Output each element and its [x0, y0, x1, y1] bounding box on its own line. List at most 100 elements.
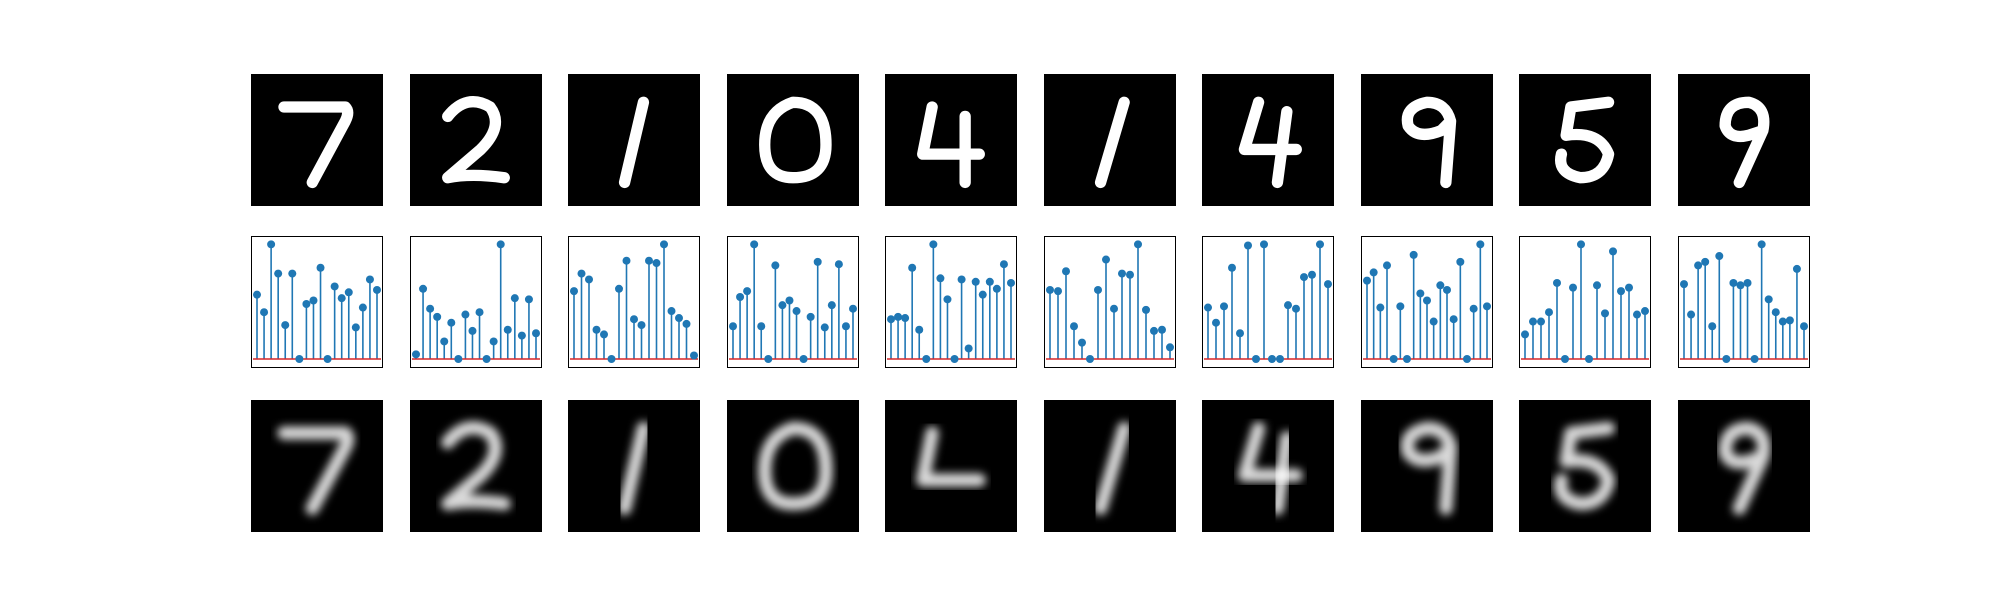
stem-marker — [1383, 261, 1391, 270]
stem-marker — [785, 296, 794, 305]
stem-marker — [1007, 278, 1015, 287]
latent-code-plot-2 — [568, 236, 700, 368]
reconstructed-digit-image-9 — [1678, 400, 1810, 532]
stem-marker — [302, 300, 311, 309]
digit-stroke — [1094, 96, 1130, 189]
stem-marker — [950, 355, 959, 363]
stem-marker — [524, 295, 533, 304]
stem-marker — [1268, 355, 1276, 363]
reconstructed-digit-image-1 — [410, 400, 542, 532]
stem-marker — [1708, 322, 1717, 331]
stem-marker — [929, 240, 938, 249]
stem-marker — [288, 269, 297, 278]
stem-marker — [736, 292, 745, 301]
stem-marker — [351, 323, 360, 332]
stem-marker — [849, 304, 857, 313]
stem-marker — [1158, 325, 1166, 334]
stem-marker — [482, 355, 491, 363]
stem-marker — [295, 355, 304, 363]
stem-marker — [607, 355, 616, 363]
original-digit-image-4 — [885, 74, 1017, 206]
stem-marker — [1396, 302, 1405, 311]
latent-code-plot-9 — [1678, 236, 1810, 368]
digit-stroke — [278, 101, 354, 189]
stem-marker — [426, 304, 435, 313]
stem-marker — [1118, 269, 1126, 278]
stem-marker — [1086, 355, 1094, 363]
latent-code-plot-6 — [1202, 236, 1334, 368]
stem-marker — [682, 319, 691, 328]
stem-marker — [957, 275, 966, 284]
stem-marker — [764, 355, 773, 363]
stem-marker — [901, 314, 910, 323]
stem-marker — [503, 325, 512, 334]
stem-marker — [978, 290, 987, 299]
original-digit-image-1 — [410, 74, 542, 206]
stem-marker — [1376, 303, 1385, 312]
stem-marker — [1757, 240, 1766, 249]
stem-marker — [1577, 240, 1585, 249]
stem-marker — [496, 240, 505, 249]
stem-marker — [433, 312, 442, 321]
stem-marker — [330, 282, 339, 291]
stem-marker — [1212, 318, 1220, 327]
stem-marker — [922, 355, 931, 363]
stem-marker — [675, 314, 683, 323]
stem-marker — [820, 323, 829, 332]
stem-marker — [645, 256, 653, 265]
stem-marker — [1204, 303, 1212, 312]
stem-marker — [1369, 268, 1378, 277]
stem-marker — [1134, 240, 1142, 249]
stem-marker — [1102, 255, 1110, 264]
stem-marker — [630, 315, 638, 324]
stem-marker — [447, 318, 456, 327]
stem-marker — [894, 312, 903, 321]
original-digit-image-3 — [727, 74, 859, 206]
stem-marker — [1729, 278, 1738, 287]
stem-marker — [1363, 276, 1371, 285]
digit-stroke — [1719, 96, 1770, 189]
original-digit-image-0 — [251, 74, 383, 206]
stem-marker — [1126, 270, 1134, 279]
stem-marker — [757, 322, 766, 331]
stem-marker — [1078, 338, 1086, 347]
digit-stroke — [442, 96, 510, 184]
latent-code-plot-1 — [410, 236, 542, 368]
stem-marker — [743, 287, 752, 296]
latent-code-plot-5 — [1044, 236, 1176, 368]
stem-marker — [1701, 257, 1710, 266]
stem-marker — [260, 308, 269, 317]
original-digit-image-8 — [1519, 74, 1651, 206]
stem-marker — [637, 321, 646, 330]
stem-marker — [316, 263, 325, 272]
stem-marker — [771, 261, 780, 270]
stem-marker — [1750, 355, 1759, 363]
stem-marker — [1687, 310, 1696, 319]
stem-marker — [1443, 285, 1451, 294]
stem-marker — [936, 274, 945, 283]
stem-marker — [806, 312, 815, 321]
stem-marker — [615, 284, 623, 293]
stem-marker — [915, 325, 924, 334]
stem-marker — [419, 284, 428, 293]
stem-marker — [1722, 355, 1731, 363]
stem-marker — [373, 285, 381, 294]
stem-marker — [1593, 281, 1601, 290]
stem-marker — [1569, 283, 1577, 292]
stem-marker — [1228, 263, 1236, 272]
stem-marker — [622, 256, 631, 265]
stem-marker — [358, 303, 367, 312]
reconstructed-digit-image-2 — [568, 400, 700, 532]
stem-marker — [1463, 355, 1471, 363]
stem-marker — [1585, 355, 1593, 363]
stem-marker — [1456, 257, 1465, 266]
stem-marker — [1244, 241, 1252, 250]
stem-marker — [1054, 287, 1062, 296]
stem-marker — [468, 326, 477, 335]
digit-stroke — [1093, 421, 1131, 516]
stem-marker — [778, 301, 787, 310]
stem-marker — [274, 269, 283, 278]
stem-marker — [1324, 280, 1332, 289]
stem-marker — [1553, 278, 1561, 287]
